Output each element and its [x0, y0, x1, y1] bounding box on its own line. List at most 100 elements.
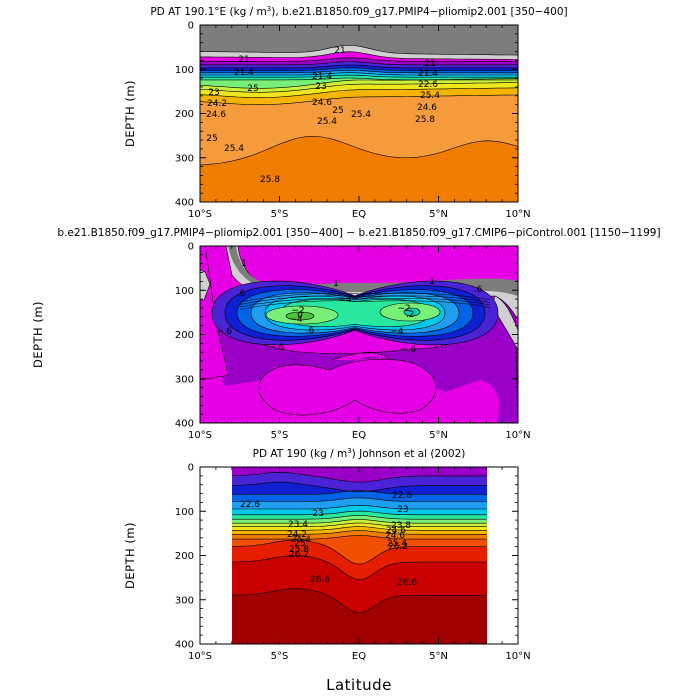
y-tick-label: 200 — [175, 109, 194, 120]
x-tick-label: 5°N — [429, 209, 448, 220]
contour-label: 1 — [333, 279, 339, 289]
contour-label: 21.4 — [312, 72, 332, 82]
contour-label: 25.4 — [224, 144, 244, 154]
contour-label: −.6 — [268, 343, 284, 353]
y-tick-label: 0 — [188, 21, 194, 32]
y-tick-label: 100 — [175, 507, 194, 518]
contour-line — [239, 295, 491, 305]
contour-line — [232, 539, 487, 565]
contour-line — [200, 57, 518, 62]
contour-line — [232, 535, 487, 540]
contour-band — [232, 588, 487, 644]
panel-density-difference: 10°S 5°S EQ 5°N 10°N 0 100 200 300 400 DEPTH (m) b.… — [31, 227, 661, 441]
contour-line — [200, 64, 518, 69]
x-tick-label: EQ — [352, 209, 366, 220]
contour-label: 25 — [294, 539, 305, 549]
contour-line — [200, 51, 518, 60]
contour-label: 25.8 — [289, 545, 309, 555]
chart-title: b.e21.B1850.f09_g17.PMIP4−pliomip2.001 [… — [57, 227, 660, 239]
contour-line — [200, 77, 518, 81]
x-tick-label: EQ — [352, 651, 366, 662]
contour-label: .2 — [406, 310, 415, 320]
contour-label: 1 — [429, 277, 435, 287]
x-tick-label: 5°N — [429, 430, 448, 441]
contour-label: −2 — [397, 304, 410, 314]
x-tick-label: 10°N — [505, 430, 530, 441]
x-tick-label: 5°S — [271, 430, 289, 441]
contour-line — [200, 69, 518, 74]
contour-line — [200, 78, 518, 89]
contour-label: −2 — [291, 306, 304, 316]
contour-line — [232, 481, 487, 493]
contour-label: .6 — [474, 285, 483, 295]
contour-label: 25 — [247, 84, 258, 94]
contour-label: 25.8 — [415, 115, 435, 125]
contour-label: 26.2 — [388, 542, 408, 552]
contour-line — [232, 522, 487, 527]
contour-label: 25.4 — [291, 535, 311, 545]
contour-band — [205, 300, 518, 423]
y-tick-label: 300 — [175, 153, 194, 164]
contour-label: 25.4 — [420, 91, 440, 101]
chart-title: PD AT 190.1°E (kg / m3), b.e21.B1850.f09… — [150, 5, 567, 18]
contour-line — [239, 293, 491, 303]
y-tick-label: 0 — [188, 463, 194, 474]
contour-label: 22.6 — [392, 491, 412, 501]
contour-label: 24.6 — [312, 98, 332, 108]
contour-label: 0 — [297, 311, 303, 321]
contour-label: 21 — [238, 55, 249, 65]
contour-line — [239, 300, 491, 310]
contour-label: 24.6 — [206, 110, 226, 120]
contour-label: 24.6 — [417, 103, 437, 113]
y-tick-label: 0 — [188, 242, 194, 253]
contour-label: 24.6 — [386, 526, 406, 536]
x-tick-label: 10°S — [188, 651, 212, 662]
y-axis-label: DEPTH (m) — [31, 301, 45, 368]
contour-line — [232, 519, 487, 524]
contour-label: 21 — [424, 59, 435, 69]
contour-label: 23 — [312, 509, 323, 519]
contour-label: .6 — [306, 326, 315, 336]
y-axis-label: DEPTH (m) — [123, 522, 137, 589]
contour-line — [232, 504, 487, 510]
y-tick-label: 400 — [175, 419, 194, 430]
panel-observed-density: 10°S 5°S EQ 5°N 10°N 0 100 200 300 400 DEPTH (m) La… — [123, 447, 531, 694]
contour-label: 24.2 — [207, 99, 227, 109]
contour-line — [200, 87, 518, 98]
x-tick-label: 5°S — [271, 209, 289, 220]
x-tick-label: 10°S — [188, 209, 212, 220]
chart-title: PD AT 190 (kg / m3) Johnson et al (2002) — [253, 447, 466, 460]
x-tick-label: EQ — [352, 430, 366, 441]
contour-label: 23 — [397, 505, 408, 515]
contour-label: 22.6 — [240, 500, 260, 510]
contour-line — [232, 471, 487, 483]
contour-label: −.6 — [400, 345, 416, 355]
contour-line — [200, 72, 518, 76]
contour-band — [258, 358, 437, 416]
contour-line — [200, 44, 518, 56]
contour-label: −4 — [390, 327, 404, 337]
y-axis-label: DEPTH (m) — [123, 80, 137, 147]
x-tick-label: 5°N — [429, 651, 448, 662]
contour-label: 25.4 — [387, 539, 407, 549]
contour-label: 25.4 — [317, 117, 337, 127]
contour-line — [232, 530, 487, 535]
contour-label: 25.8 — [260, 175, 280, 185]
contour-label: 26.2 — [289, 550, 309, 560]
contour-band — [200, 269, 211, 301]
contour-label: 23.4 — [288, 520, 308, 530]
contour-band — [285, 311, 315, 321]
contour-label: 24.6 — [385, 531, 405, 541]
contour-line — [239, 298, 491, 308]
x-tick-label: 10°N — [505, 651, 530, 662]
contour-line — [232, 555, 487, 581]
contour-label: 25 — [332, 106, 343, 116]
contour-line — [200, 61, 518, 66]
contour-label: −.6 — [216, 327, 232, 337]
y-tick-label: 100 — [175, 65, 194, 76]
contour-line — [200, 136, 518, 166]
contour-line — [200, 94, 518, 106]
contour-line — [232, 588, 487, 614]
contour-label: 25 — [206, 134, 217, 144]
contour-label: 21 — [334, 46, 345, 56]
